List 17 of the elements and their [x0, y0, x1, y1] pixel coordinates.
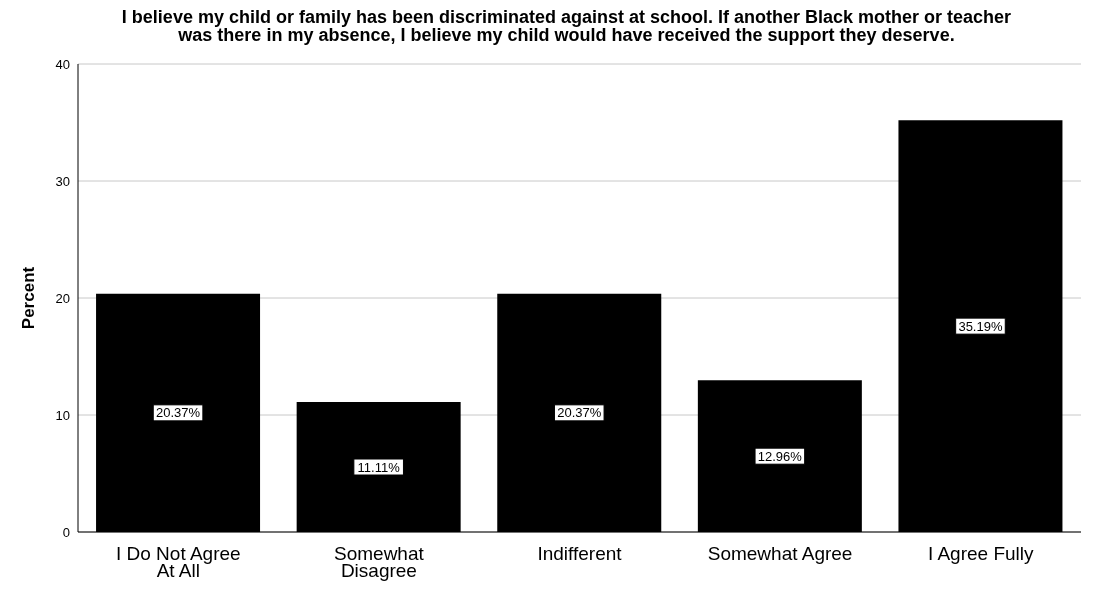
data-label: 12.96% [757, 448, 803, 464]
chart-title: I believe my child or family has been discriminated against at school. If another Black mother or teacher was there in my absence, I believe my child would have received the support they deserve. [120, 7, 1013, 45]
x-tick-label: Somewhat Agree [707, 543, 853, 564]
y-tick-label: 20 [55, 290, 70, 306]
x-tick-label: Indifferent [537, 543, 623, 564]
y-axis-title: Percent [19, 266, 39, 330]
y-tick-label: 0 [62, 524, 70, 540]
y-tick-label: 10 [55, 407, 70, 423]
y-tick-label: 30 [55, 173, 70, 189]
x-tick-label: I Agree Fully [927, 543, 1034, 564]
data-label: 11.11% [357, 459, 401, 475]
data-label: 20.37% [557, 405, 602, 421]
x-tick-label: Somewhat Disagree [334, 543, 425, 581]
data-label: 20.37% [156, 405, 201, 421]
data-label: 35.19% [958, 318, 1003, 334]
x-tick-label: I Do Not Agree At All [115, 543, 241, 581]
y-tick-label: 40 [55, 56, 70, 72]
